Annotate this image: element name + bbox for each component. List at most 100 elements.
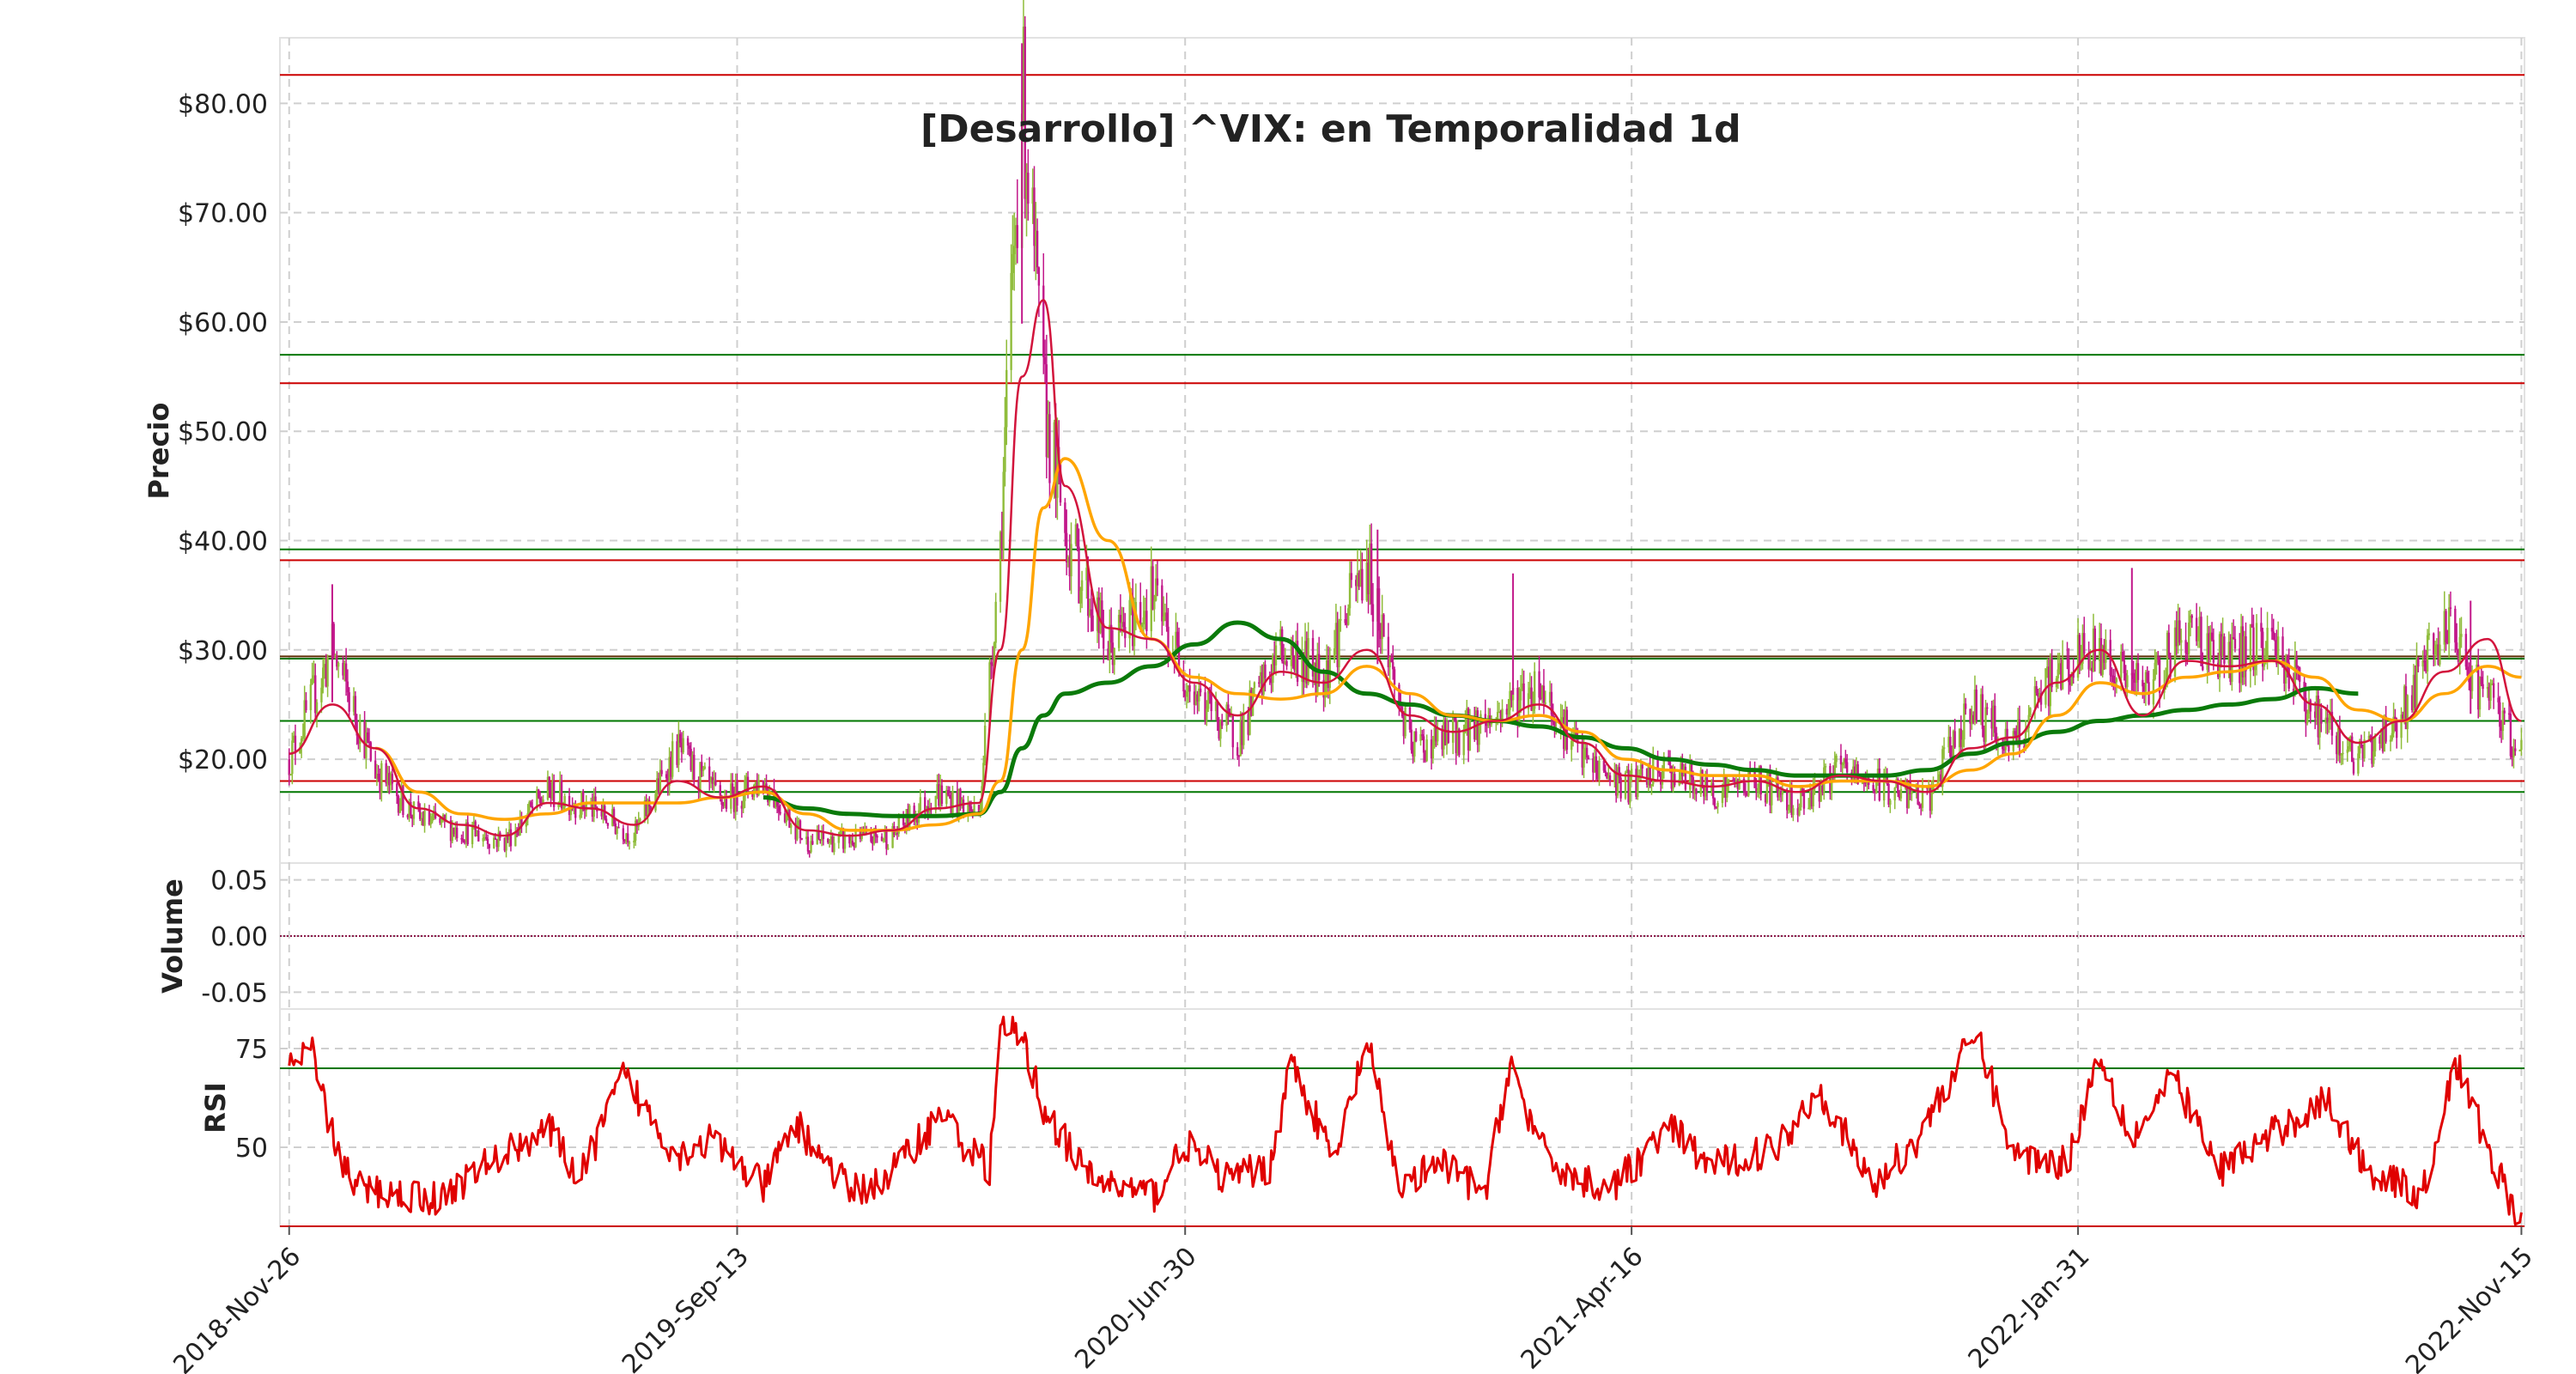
price-candle-body xyxy=(352,696,355,712)
price-candle-body xyxy=(397,796,400,813)
price-candle-body xyxy=(2309,700,2312,712)
price-candle-body xyxy=(359,720,361,745)
price-candle-body xyxy=(531,806,534,809)
price-candle-body xyxy=(2518,750,2521,751)
price-candle-body xyxy=(1598,760,1601,780)
price-candle-body xyxy=(1355,580,1358,587)
price-candle-body xyxy=(455,827,459,839)
price-candle-body xyxy=(2455,642,2458,650)
price-candle-body xyxy=(1441,728,1443,750)
price-candle-body xyxy=(2286,656,2289,663)
price-candle-body xyxy=(1952,731,1955,758)
price-candle-body xyxy=(1022,27,1025,114)
price-candle-body xyxy=(1066,556,1070,562)
price-candle-body xyxy=(380,763,383,793)
price-candle-body xyxy=(753,785,756,798)
price-candle-body xyxy=(1068,556,1071,577)
price-candle-body xyxy=(1258,682,1261,684)
price-candle-body xyxy=(1521,683,1524,690)
ma-fast-line xyxy=(289,299,2522,837)
price-candle-body xyxy=(509,829,513,847)
price-candle-body xyxy=(476,830,478,836)
price-candle-body xyxy=(2115,678,2118,683)
price-candle-body xyxy=(1681,763,1684,776)
price-candle-body xyxy=(1820,786,1822,802)
price-candle-body xyxy=(325,664,327,687)
price-candle-body xyxy=(1595,756,1598,773)
ma-mid-line xyxy=(374,457,2522,832)
price-candle-body xyxy=(2223,636,2226,664)
price-candle-body xyxy=(2391,733,2394,740)
price-candle-body xyxy=(1947,736,1950,748)
price-candle-body xyxy=(1413,731,1416,757)
price-candle-body xyxy=(990,662,993,665)
price-candle-body xyxy=(477,830,480,842)
price-candle-body xyxy=(967,805,969,817)
price-candle-body xyxy=(423,811,426,826)
price-candle-body xyxy=(2050,658,2053,688)
price-candle-body xyxy=(2002,749,2006,751)
price-candle-body xyxy=(1926,787,1929,789)
price-candle-body xyxy=(1455,720,1457,753)
price-candle-body xyxy=(1573,733,1577,734)
price-candle-body xyxy=(1216,701,1219,722)
price-candle-body xyxy=(366,732,369,742)
price-candle-body xyxy=(1649,765,1651,786)
price-candle-body xyxy=(2083,633,2086,654)
price-candle-body xyxy=(2488,686,2490,701)
price-candle-body xyxy=(1070,544,1072,577)
price-candle-body xyxy=(2330,711,2334,736)
price-candle-body xyxy=(2500,727,2503,732)
price-candle-body xyxy=(2066,658,2069,660)
price-candle-body xyxy=(1844,758,1847,763)
chart-title: [Desarrollo] ^VIX: en Temporalidad 1d xyxy=(920,107,1741,151)
price-candle-body xyxy=(1606,772,1608,779)
price-candle-body xyxy=(2120,652,2123,678)
price-candle-body xyxy=(503,837,506,851)
price-candle-body xyxy=(1971,714,1975,723)
price-candle-body xyxy=(1156,578,1159,586)
price-candle-body xyxy=(851,841,854,845)
price-candle-body xyxy=(1530,687,1533,711)
price-candle-body xyxy=(1468,716,1472,751)
price-candle-body xyxy=(639,818,641,821)
price-candle-body xyxy=(2457,649,2460,662)
price-candle-body xyxy=(959,788,962,805)
price-candle-body xyxy=(1346,623,1348,625)
price-candle-body xyxy=(1875,781,1878,793)
price-candle-body xyxy=(1519,689,1522,701)
price-candle-body xyxy=(1150,566,1152,631)
price-candle-body xyxy=(1969,708,1971,724)
price-candle-body xyxy=(536,789,538,809)
price-candle-body xyxy=(422,818,424,826)
price-candle-body xyxy=(1953,731,1956,748)
price-candle-body xyxy=(811,841,814,845)
price-candle-body xyxy=(1593,756,1596,773)
price-candle-body xyxy=(1259,672,1262,683)
price-candle-body xyxy=(1078,546,1080,604)
price-candle-body xyxy=(2027,714,2030,728)
price-candle-body xyxy=(656,778,659,794)
price-candle-body xyxy=(1225,704,1228,727)
price-candle-body xyxy=(2029,708,2032,715)
price-candle-body xyxy=(591,802,594,818)
price-candle-body xyxy=(1565,709,1569,751)
price-candle-body xyxy=(988,662,991,726)
price-candle-body xyxy=(913,806,915,822)
price-candle-body xyxy=(1145,611,1148,631)
price-candle-body xyxy=(2272,631,2275,641)
price-candle-body xyxy=(1361,568,1364,601)
price-candle-body xyxy=(1119,614,1122,623)
price-candle-body xyxy=(1356,573,1359,587)
price-candle-body xyxy=(1214,701,1218,712)
price-candle-body xyxy=(1627,769,1630,803)
price-candle-body xyxy=(1124,627,1127,639)
price-candle-body xyxy=(2239,626,2243,684)
price-candle-body xyxy=(810,841,812,853)
price-candle-body xyxy=(559,781,562,803)
price-candle-body xyxy=(1604,770,1607,773)
price-candle-body xyxy=(993,642,996,666)
price-candle-body xyxy=(363,720,366,758)
price-candle-body xyxy=(1165,612,1168,627)
price-candle-body xyxy=(552,781,556,807)
